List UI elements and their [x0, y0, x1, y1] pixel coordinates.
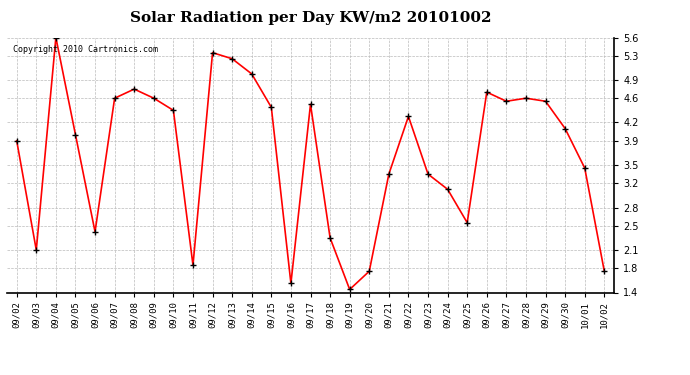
Text: Copyright 2010 Cartronics.com: Copyright 2010 Cartronics.com	[13, 45, 158, 54]
Text: Solar Radiation per Day KW/m2 20101002: Solar Radiation per Day KW/m2 20101002	[130, 11, 491, 25]
